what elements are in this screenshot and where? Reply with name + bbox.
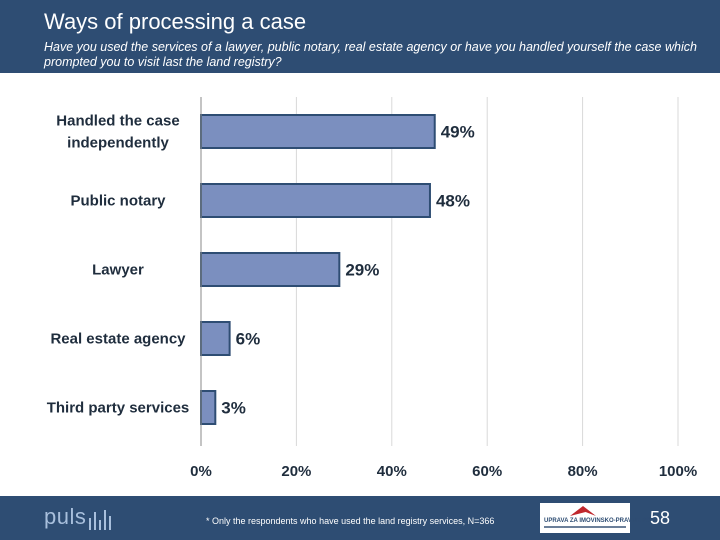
category-label: Third party services <box>47 400 190 417</box>
puls-logo: puls <box>44 504 114 530</box>
category-label: Real estate agency <box>50 331 186 348</box>
partner-logo: UPRAVA ZA IMOVINSKO-PRAVNE POSLOVE <box>540 503 671 533</box>
bar-value-label: 29% <box>345 261 379 280</box>
bar-value-label: 49% <box>441 123 475 142</box>
bar <box>200 252 341 287</box>
partner-logo-line <box>544 526 626 528</box>
footnote: * Only the respondents who have used the… <box>206 516 495 526</box>
x-tick-label: 100% <box>659 463 697 480</box>
partner-logo-mark-icon <box>570 506 596 516</box>
bar <box>200 183 431 218</box>
bar <box>200 114 436 149</box>
slide-header: Ways of processing a case Have you used … <box>0 0 720 73</box>
category-label: Lawyer <box>92 262 144 279</box>
partner-logo-text: UPRAVA ZA IMOVINSKO-PRAVNE POSLOVE <box>544 518 671 524</box>
puls-logo-text: puls <box>44 504 87 529</box>
x-tick-label: 60% <box>472 463 502 480</box>
category-label: Handled the case independently <box>56 113 179 152</box>
x-tick-label: 40% <box>377 463 407 480</box>
x-tick-label: 20% <box>281 463 311 480</box>
bar <box>200 390 217 425</box>
bar-value-label: 3% <box>221 399 246 418</box>
x-tick-label: 0% <box>190 463 212 480</box>
logo-bars-icon <box>89 504 114 530</box>
bar-value-label: 6% <box>236 330 261 349</box>
bar <box>200 321 231 356</box>
bar-chart: 0% 20% 40% 60% 80% 100% 49% Handled the case ind… <box>47 97 697 480</box>
x-tick-label: 80% <box>568 463 598 480</box>
bar-value-label: 48% <box>436 192 470 211</box>
page-number: 58 <box>650 508 671 528</box>
slide-footer: puls * Only the respondents who have use… <box>0 496 720 540</box>
slide-subtitle: Have you used the services of a lawyer, … <box>44 40 697 69</box>
slide-title: Ways of processing a case <box>44 9 307 34</box>
category-label: Public notary <box>70 193 166 210</box>
